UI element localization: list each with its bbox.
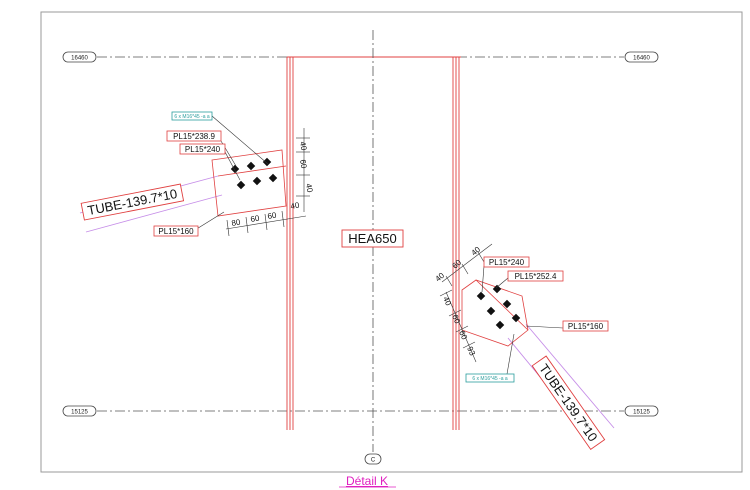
level-label: 16460 [71, 56, 88, 62]
left-tube-tag: TUBE-139.7*10 [80, 183, 185, 221]
right-dim-text: 40 [470, 245, 483, 258]
svg-text:PL15*238.9: PL15*238.9 [173, 132, 215, 141]
right-bolt-group [476, 284, 521, 330]
bolt [268, 173, 278, 183]
svg-text:PL15*160: PL15*160 [158, 227, 194, 236]
bolt [262, 157, 272, 167]
column-profile-label: HEA650 [348, 231, 396, 246]
bolt [486, 306, 496, 316]
detail-title: Détail K [346, 474, 388, 488]
svg-text:PL15*240: PL15*240 [185, 145, 221, 154]
left-bolt-group [230, 157, 278, 190]
bolt [492, 284, 502, 294]
bolt [511, 313, 521, 323]
left-dim-text: 40 [304, 183, 315, 194]
level-label: 16460 [633, 56, 650, 62]
left-dim-text: 60 [298, 159, 309, 170]
column-hea650 [286, 56, 461, 430]
right-bolts-tag: 6 x M16*45 -a a [465, 373, 515, 383]
grid-axis-label: C [371, 458, 376, 464]
left-bolts-tag: 6 x M16*45 -a a [171, 111, 213, 121]
right-dim-text: 60 [451, 258, 464, 271]
right-dim-text: 40 [441, 295, 453, 307]
svg-text:PL15*252.4: PL15*252.4 [515, 272, 557, 281]
drawing-frame [40, 11, 743, 473]
column-profile-tag: HEA650 [341, 229, 404, 248]
right-dim-text: 60 [450, 313, 462, 325]
svg-text:6 x M16*45 -a a: 6 x M16*45 -a a [472, 376, 508, 382]
bolt [502, 299, 512, 309]
right-plate-tag-2: PL15*252.4 [507, 270, 564, 282]
bolt [495, 320, 505, 330]
right-connection: 40 60 40 40 60 60 93 PL15*240 PL15*252.4… [434, 243, 615, 450]
right-dim-text: 60 [457, 329, 469, 341]
svg-text:6 x M16*45 -a a: 6 x M16*45 -a a [174, 114, 210, 120]
left-dim-text: 80 [231, 217, 242, 228]
level-tag-bottom-right: 15125 [624, 405, 659, 417]
left-connection: 40 60 40 40 80 60 60 6 x M16*45 -a a PL1… [79, 111, 315, 237]
level-tag-top-right: 16460 [624, 51, 659, 63]
right-dim-text: 40 [434, 271, 447, 284]
left-dim-text: 40 [290, 200, 301, 211]
left-plate-tag-2: PL15*240 [179, 143, 226, 155]
right-leaders [481, 265, 564, 375]
grid-axis-tag: C [364, 453, 382, 465]
svg-text:PL15*240: PL15*240 [489, 258, 525, 267]
left-plate-tag-1: PL15*238.9 [166, 130, 222, 142]
bolt [246, 161, 256, 171]
svg-text:TUBE-139.7*10: TUBE-139.7*10 [86, 186, 178, 218]
level-tag-bottom-left: 15125 [62, 405, 97, 417]
right-gusset-tag: PL15*160 [562, 320, 609, 332]
level-label: 15125 [71, 410, 88, 416]
svg-text:PL15*160: PL15*160 [568, 322, 604, 331]
right-plate-tag-1: PL15*240 [483, 256, 530, 268]
level-tag-top-left: 16460 [62, 51, 97, 63]
left-gusset-plate [211, 149, 287, 217]
left-dim-text: 60 [250, 213, 261, 224]
left-dim-text: 40 [298, 141, 309, 152]
left-gusset-tag: PL15*160 [153, 225, 199, 237]
bolt [230, 164, 240, 174]
right-dimension-lines [439, 243, 493, 363]
bolt [252, 176, 262, 186]
right-dim-text: 93 [465, 345, 477, 357]
bolt [476, 291, 486, 301]
bolt [236, 180, 246, 190]
left-dim-text: 60 [267, 210, 278, 221]
right-tube-tag: TUBE-139.7*10 [531, 355, 606, 450]
level-label: 15125 [633, 410, 650, 416]
left-dimension-lines [225, 128, 310, 237]
